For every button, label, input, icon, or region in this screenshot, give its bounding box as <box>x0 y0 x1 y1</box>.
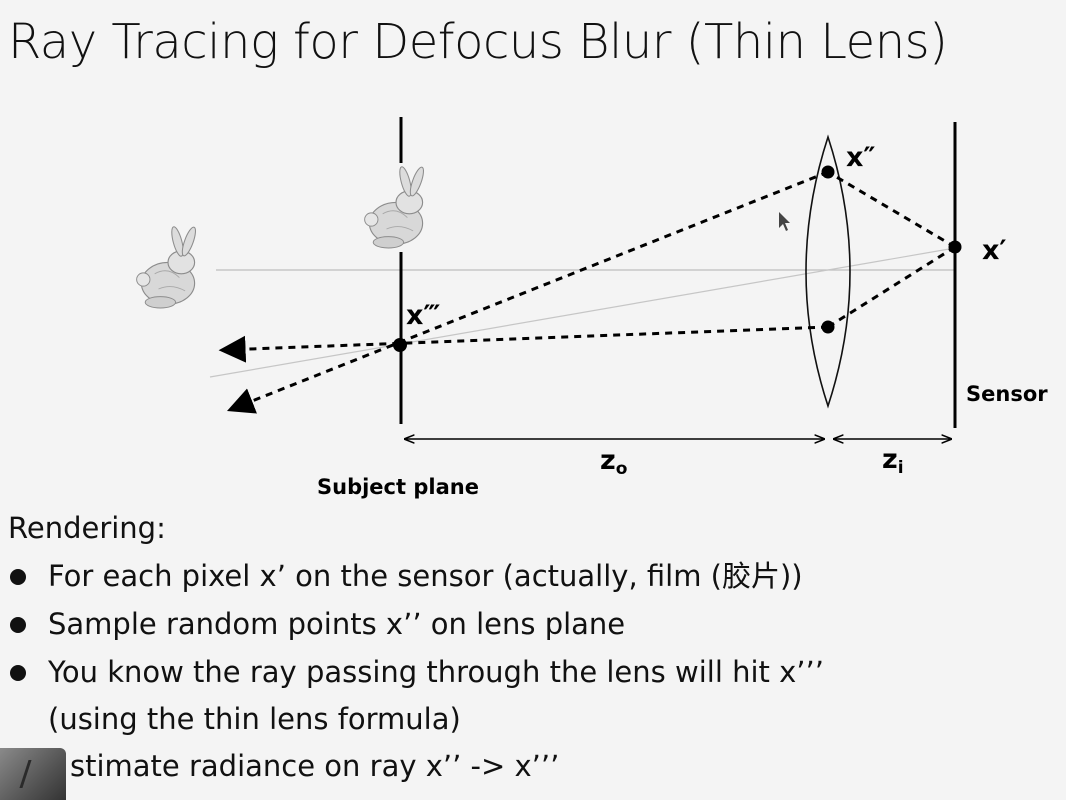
bullet-dot-icon <box>10 569 26 585</box>
bullet-dot-icon <box>10 617 26 633</box>
bullet-item: For each pixel x’ on the sensor (actuall… <box>8 552 1048 600</box>
bunny-icon <box>137 226 198 308</box>
bullet-text: For each pixel x’ on the sensor (actuall… <box>48 559 803 593</box>
bullet-list: For each pixel x’ on the sensor (actuall… <box>8 552 1048 790</box>
video-thumbnail[interactable] <box>0 748 66 800</box>
label-zi: zi <box>882 444 904 478</box>
thumbnail-figure-icon <box>19 760 53 788</box>
label-x-triple-prime: x‴ <box>406 300 440 331</box>
label-sensor: Sensor <box>966 382 1048 406</box>
bullet-item: Sample random points x’’ on lens plane <box>8 600 1048 648</box>
thin-lens-diagram: x″ x′ x‴ Sensor Subject plane zo zi <box>0 0 1066 520</box>
ray-sensor-to-lens-top <box>828 172 955 247</box>
bunny-icon <box>365 166 426 248</box>
chief-ray-guide <box>210 248 955 377</box>
bullet-text: You know the ray passing through the len… <box>48 655 824 689</box>
section-heading: Rendering: <box>8 508 1048 548</box>
point-x-triple-prime <box>393 338 407 352</box>
point-x-prime <box>949 241 962 254</box>
bullet-text: Sample random points x’’ on lens plane <box>48 607 625 641</box>
bullet-item: You know the ray passing through the len… <box>8 648 1048 742</box>
point-x-double-prime <box>822 166 835 179</box>
rendering-section: Rendering: For each pixel x’ on the sens… <box>8 508 1048 790</box>
label-x-double-prime: x″ <box>846 142 875 173</box>
bullet-dot-icon <box>10 665 26 681</box>
point-lens-sample-2 <box>822 321 835 334</box>
bullet-continuation: (using the thin lens formula) <box>48 696 1048 742</box>
label-subject-plane: Subject plane <box>317 475 479 499</box>
ray-lens-bottom-to-scene <box>224 327 828 350</box>
cursor-icon <box>779 212 790 231</box>
label-x-prime: x′ <box>982 235 1007 266</box>
bullet-text: stimate radiance on ray x’’ -> x’’’ <box>70 749 559 783</box>
label-zo: zo <box>600 445 627 479</box>
bullet-item: stimate radiance on ray x’’ -> x’’’ <box>8 742 1048 790</box>
ray-lens-top-to-scene <box>232 172 828 409</box>
